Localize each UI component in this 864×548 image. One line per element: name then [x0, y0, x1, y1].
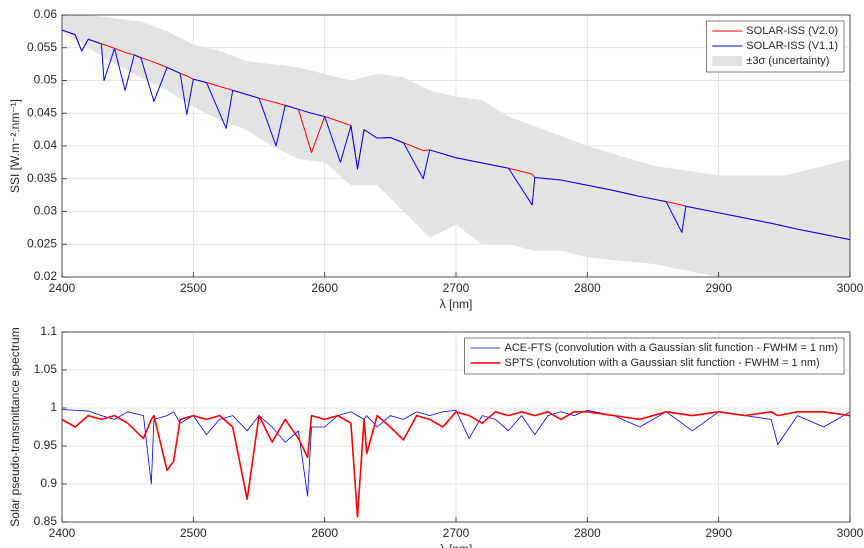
- y-tick-label: 0.9: [40, 476, 57, 490]
- legend-label: ±3σ (uncertainty): [746, 55, 829, 67]
- x-tick-label: 2900: [705, 526, 732, 540]
- y-tick-label: 0.045: [27, 105, 57, 119]
- x-tick-label: 2500: [180, 281, 207, 295]
- y-tick-label: 0.05: [34, 73, 58, 87]
- x-tick-label: 2500: [180, 526, 207, 540]
- legend-label: SPTS (convolution with a Gaussian slit f…: [505, 357, 820, 369]
- legend-label: SOLAR-ISS (V2.0): [746, 25, 838, 37]
- legend-box: [464, 337, 845, 375]
- legend: ACE-FTS (convolution with a Gaussian sli…: [464, 337, 845, 375]
- y-tick-label: 1.05: [34, 362, 58, 376]
- x-tick-label: 2900: [705, 281, 732, 295]
- axes-frame: [61, 331, 851, 523]
- y-tick-label: 0.03: [34, 204, 58, 218]
- spectrum-line: [62, 29, 850, 241]
- y-tick-label: 0.85: [34, 514, 58, 528]
- y-tick-label: 1.1: [40, 324, 57, 338]
- x-axis-label: λ [nm]: [440, 297, 473, 311]
- legend: SOLAR-ISS (V2.0) SOLAR-ISS (V1.1) ±3σ (unc…: [705, 20, 845, 73]
- x-tick-label: 2800: [574, 281, 601, 295]
- x-axis-label: λ [nm]: [440, 542, 473, 548]
- y-tick-label: 0.025: [27, 236, 57, 250]
- y-tick-label: 0.055: [27, 40, 57, 54]
- y-tick-label: 0.02: [34, 269, 58, 283]
- x-tick-label: 2400: [49, 281, 76, 295]
- x-tick-label: 2800: [574, 526, 601, 540]
- legend-swatch: [712, 56, 743, 66]
- spectrum-line: [62, 409, 850, 497]
- x-tick-label: 3000: [837, 281, 864, 295]
- x-tick-label: 2400: [49, 526, 76, 540]
- y-tick-label: 0.035: [27, 171, 57, 185]
- x-tick-label: 2600: [311, 281, 338, 295]
- plot-content: [62, 15, 850, 277]
- y-tick-label: 0.04: [34, 138, 58, 152]
- y-tick-label: 0.95: [34, 438, 58, 452]
- x-tick-label: 3000: [837, 526, 864, 540]
- y-axis-label: SSI [W.m⁻².nm⁻¹]: [8, 99, 22, 193]
- spectrum-line: [62, 411, 850, 518]
- y-tick-label: 1: [50, 400, 57, 414]
- legend-label: ACE-FTS (convolution with a Gaussian sli…: [505, 342, 838, 354]
- x-tick-label: 2600: [311, 526, 338, 540]
- x-tick-label: 2700: [443, 281, 470, 295]
- axes-frame: [61, 14, 851, 278]
- x-tick-label: 2700: [443, 526, 470, 540]
- uncertainty-band: [62, 15, 850, 277]
- y-axis-label: Solar pseudo-transmittance spectrum: [8, 327, 22, 526]
- legend-label: SOLAR-ISS (V1.1): [746, 40, 838, 52]
- y-tick-label: 0.06: [34, 7, 58, 21]
